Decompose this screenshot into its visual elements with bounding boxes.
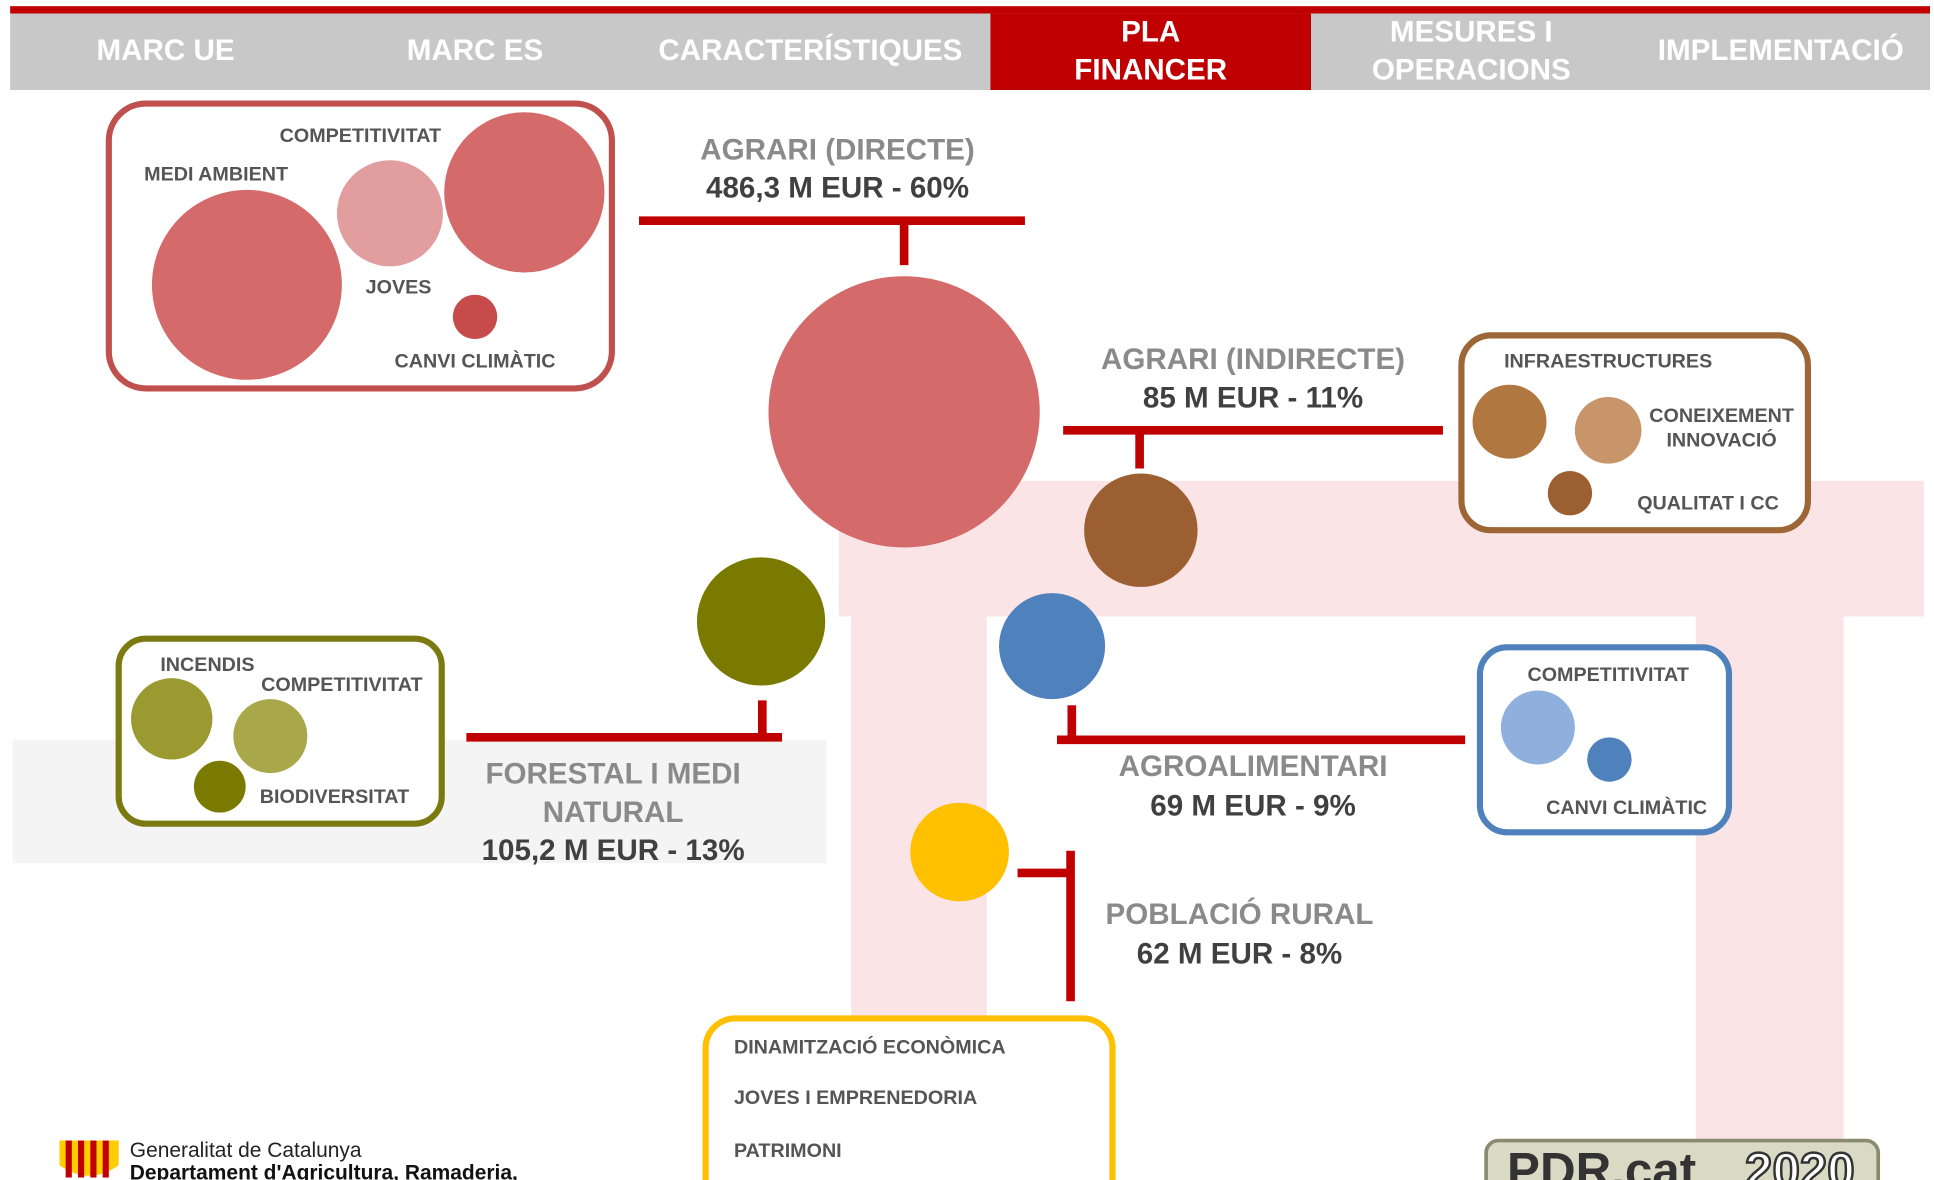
group-box [702,1015,1116,1180]
item-label: COMPETITIVITAT [261,674,422,696]
nav-tab[interactable]: MARC UE [97,34,235,67]
group-title: POBLACIÓ RURAL [1106,897,1374,931]
bubble [444,112,605,273]
main-bubble [910,802,1009,902]
item-label: JOVES I EMPRENEDORIA [734,1087,977,1109]
group-title: AGROALIMENTARI [1119,750,1388,783]
item-label: JOVES [366,277,432,299]
nav-tab[interactable]: MARC ES [407,34,543,67]
bubble [1574,397,1642,464]
pdr-logo-year: 2020 [1745,1143,1855,1180]
bubble [452,294,498,340]
main-bubble [1084,473,1198,587]
item-label: INNOVACIÓ [1666,428,1776,452]
group-title: FORESTAL I MEDI NATURAL [485,757,740,828]
group-amount: 486,3 M EUR - 60% [706,172,969,205]
item-label: INCENDIS [160,654,254,676]
nav-tab[interactable]: IMPLEMENTACIÓ [1658,33,1904,67]
nav-top-line [10,6,1930,14]
group-title: AGRARI (DIRECTE) [700,133,974,166]
bubble [233,699,308,774]
group-amount: 105,2 M EUR - 13% [482,834,745,867]
item-label: QUALITAT I CC [1637,493,1779,515]
item-label: COMPETITIVITAT [280,125,441,147]
item-label: DINAMITZACIÓ ECONÒMICA [734,1034,1006,1058]
group-amount: 85 M EUR - 11% [1143,381,1363,414]
pdr-logo-text: PDR.cat [1507,1143,1696,1180]
item-label: CONEIXEMENT [1649,405,1794,427]
connector [466,700,783,742]
bubble [131,678,213,760]
nav-active-tab [990,13,1312,91]
main-bubble [768,276,1040,548]
group-amount: 69 M EUR - 9% [1150,789,1355,822]
main-bubble [696,557,826,686]
footer-org: Generalitat de Catalunya [130,1139,362,1162]
nav-bar [10,13,1930,91]
item-label: MEDI AMBIENT [144,163,288,185]
gencat-logo [59,1140,119,1178]
nav-tab[interactable]: CARACTERÍSTIQUES [658,33,962,67]
item-label: PATRIMONI [734,1140,842,1162]
bubble [1547,471,1593,516]
bubble [1587,737,1632,782]
footer-dept: Departament d'Agricultura, Ramaderia, [130,1161,518,1180]
item-label: CANVI CLIMÀTIC [1546,796,1707,819]
group-amount: 62 M EUR - 8% [1137,937,1342,970]
connector [1057,705,1466,745]
bubble [336,160,443,267]
item-label: BIODIVERSITAT [260,786,409,808]
bubble [1500,690,1575,765]
connector [1063,426,1443,469]
main-bubble [999,593,1106,700]
connector [1017,850,1075,1002]
item-label: COMPETITIVITAT [1527,664,1688,686]
bubble [1472,384,1547,459]
group-title: AGRARI (INDIRECTE) [1101,343,1405,376]
nav-tab[interactable]: MESURES I OPERACIONS [1372,15,1571,86]
nav-tab[interactable]: PLA FINANCER [1074,15,1227,86]
pdr-logo [1484,1138,1881,1180]
bubble [151,189,342,380]
item-label: INFRAESTRUCTURES [1504,351,1712,373]
bubble [193,760,246,813]
connector [639,216,1025,266]
item-label: CANVI CLIMÀTIC [395,350,556,373]
